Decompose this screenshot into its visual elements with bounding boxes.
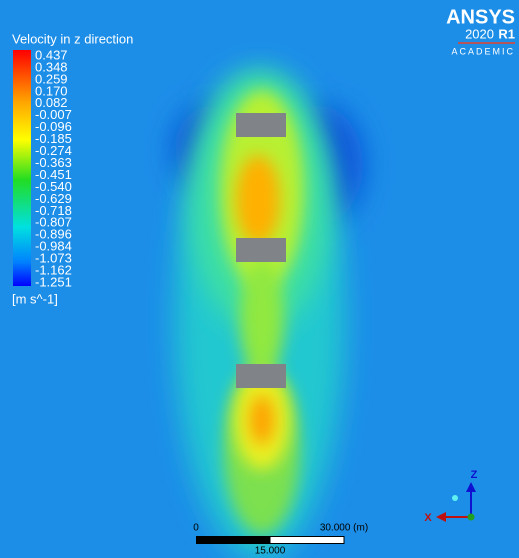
- legend-unit: [m s^-1]: [12, 291, 58, 306]
- logo-release: R1: [498, 26, 515, 41]
- body: [236, 238, 286, 262]
- scale-bar: [270, 537, 344, 544]
- logo-edition: ACADEMIC: [451, 46, 515, 56]
- body: [236, 364, 286, 388]
- color-bar: [13, 50, 31, 286]
- viewport: Velocity in z direction 0.4370.3480.2590…: [0, 0, 519, 558]
- legend-labels: 0.4370.3480.2590.1700.082-0.007-0.096-0.…: [35, 47, 72, 289]
- logo-year: 2020: [465, 26, 494, 41]
- scale-bar: [196, 536, 270, 544]
- axis-z: Z: [471, 469, 478, 481]
- scale-end: 30.000 (m): [320, 523, 368, 534]
- scale-mid: 15.000: [255, 546, 286, 557]
- legend-label: -1.251: [35, 274, 72, 289]
- scale-start: 0: [193, 523, 199, 534]
- body: [236, 113, 286, 137]
- axis-x: X: [424, 512, 432, 524]
- legend-title: Velocity in z direction: [12, 31, 133, 46]
- logo-brand: ANSYS: [446, 6, 515, 28]
